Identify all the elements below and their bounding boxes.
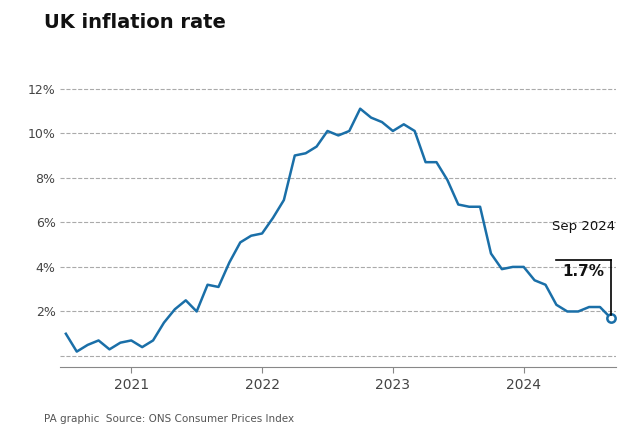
Text: Sep 2024: Sep 2024 — [552, 220, 615, 234]
Text: UK inflation rate: UK inflation rate — [44, 13, 226, 32]
Text: 1.7%: 1.7% — [562, 264, 605, 279]
Text: PA graphic  Source: ONS Consumer Prices Index: PA graphic Source: ONS Consumer Prices I… — [44, 414, 295, 424]
